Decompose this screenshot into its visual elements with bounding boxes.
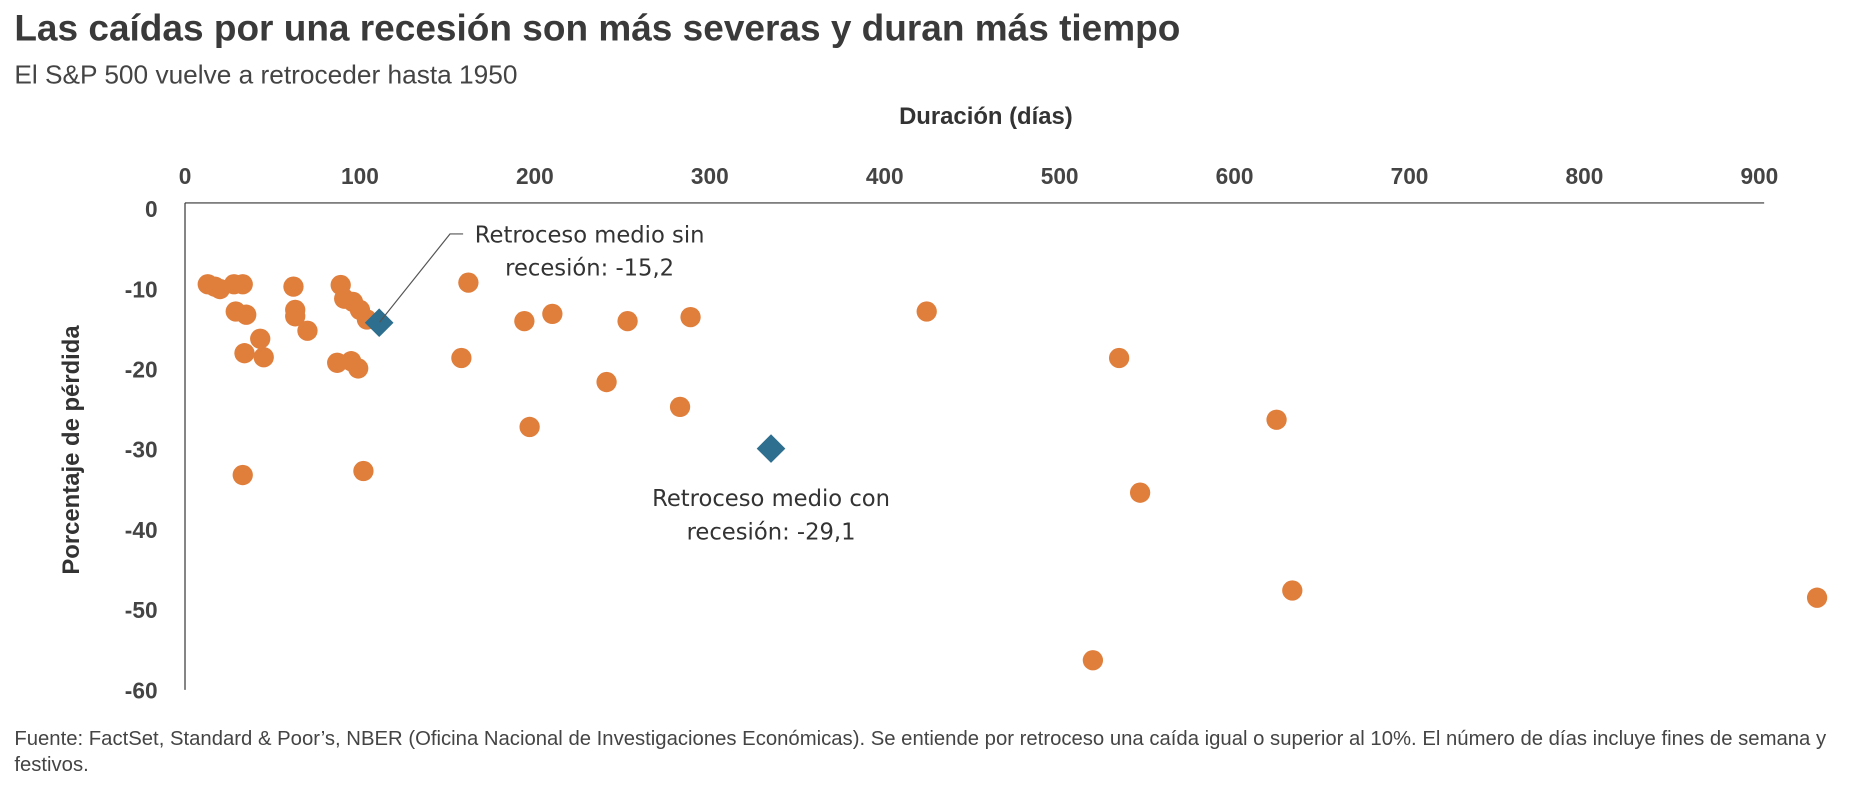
data-point xyxy=(232,464,253,486)
x-tick-label: 300 xyxy=(691,163,729,189)
data-point xyxy=(236,304,257,325)
data-point xyxy=(285,306,306,327)
y-tick-label: -30 xyxy=(125,437,158,463)
data-point xyxy=(283,276,304,297)
data-point xyxy=(353,460,374,482)
data-point xyxy=(234,343,255,364)
x-tick-label: 900 xyxy=(1740,163,1778,189)
x-tick-label: 700 xyxy=(1391,163,1429,189)
x-tick-label: 400 xyxy=(866,163,904,189)
data-point xyxy=(680,306,701,328)
chart-subtitle: El S&P 500 vuelve a retroceder hasta 195… xyxy=(14,59,518,90)
y-tick-label: -10 xyxy=(125,276,158,302)
annotation-leader-line xyxy=(379,233,464,323)
y-tick-label: -50 xyxy=(125,597,158,623)
source-note: Fuente: FactSet, Standard & Poor’s, NBER… xyxy=(14,726,1827,776)
chart-title: Las caídas por una recesión son más seve… xyxy=(14,7,1181,49)
data-point xyxy=(253,347,274,368)
y-tick-label: 0 xyxy=(145,196,158,222)
x-tick-label: 0 xyxy=(179,163,192,189)
annotation-no-recession-line2: recesión: -15,2 xyxy=(505,256,674,282)
data-point xyxy=(1082,650,1104,671)
x-tick-label: 800 xyxy=(1566,163,1604,189)
average-diamond-marker xyxy=(756,434,786,463)
y-tick-label: -40 xyxy=(125,517,158,543)
data-point xyxy=(1108,347,1130,369)
data-point xyxy=(297,320,318,341)
y-tick-label: -60 xyxy=(125,677,158,703)
data-point xyxy=(916,301,937,322)
data-point xyxy=(458,272,479,293)
x-axis-label: Duración (días) xyxy=(899,103,1073,130)
x-tick-label: 100 xyxy=(341,163,379,189)
x-tick-label: 200 xyxy=(516,163,554,189)
data-point xyxy=(1266,409,1287,430)
x-tick-label: 500 xyxy=(1041,163,1079,189)
data-point xyxy=(669,396,691,418)
annotation-recession-line2: recesión: -29,1 xyxy=(687,520,856,546)
annotation-recession-line1: Retroceso medio con xyxy=(652,486,890,512)
data-point xyxy=(596,371,617,393)
data-point xyxy=(232,274,253,295)
data-point xyxy=(451,347,472,369)
y-axis-label: Porcentaje de pérdida xyxy=(58,325,85,575)
y-tick-label: -20 xyxy=(125,357,158,383)
data-point xyxy=(617,310,638,332)
data-point xyxy=(1806,587,1828,608)
annotation-no-recession-line1: Retroceso medio sin xyxy=(475,222,705,248)
data-point xyxy=(519,416,540,438)
data-point xyxy=(250,328,271,349)
data-point xyxy=(1129,482,1151,503)
x-tick-label: 600 xyxy=(1216,163,1254,189)
data-point xyxy=(542,303,563,325)
data-point xyxy=(1282,580,1303,601)
data-point xyxy=(514,310,535,332)
data-point xyxy=(348,358,369,379)
